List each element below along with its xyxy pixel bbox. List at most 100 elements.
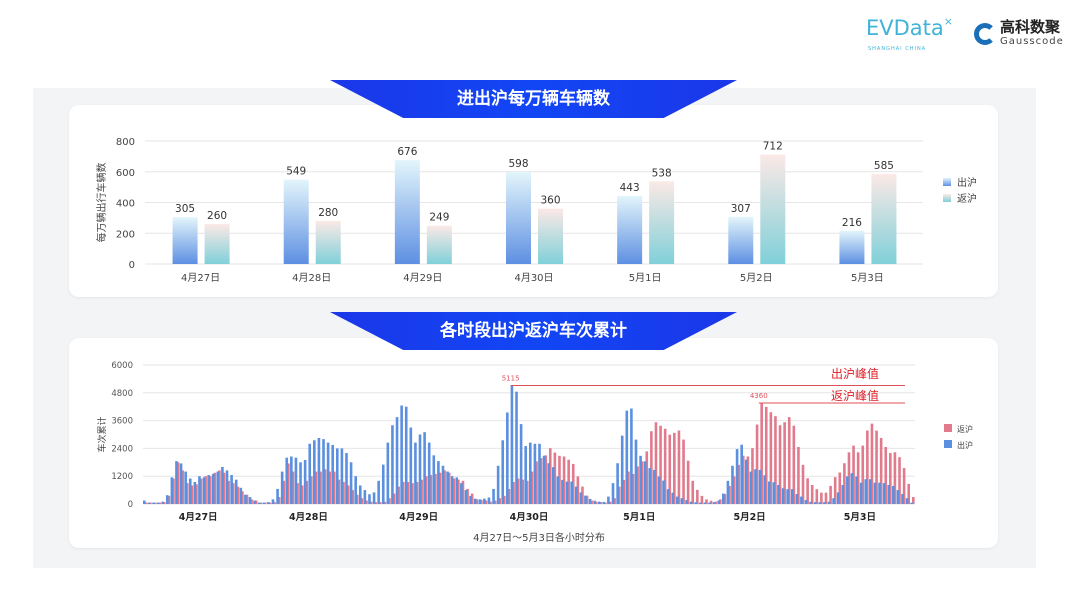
daily-chart-card: 0 200 400 600 800 每万辆出行车辆数 4月27日 305 260 4月28日 549… — [69, 105, 998, 297]
hourly-bar-out — [216, 471, 220, 504]
hourly-bar-return — [640, 461, 644, 504]
bar-return — [649, 181, 675, 264]
hourly-bar-out — [404, 406, 408, 504]
evdata-logo-main: EVData× — [866, 16, 953, 40]
hourly-bar-return — [287, 463, 290, 504]
hourly-bar-out — [294, 457, 298, 504]
hourly-bar-out — [230, 475, 233, 504]
hourly-bar-return — [452, 478, 456, 504]
hourly-bar-out — [345, 453, 348, 504]
hourly-bar-return — [719, 499, 722, 504]
hourly-bar-out — [414, 442, 417, 504]
hourly-bar-return — [489, 501, 492, 504]
hourly-bar-out — [910, 502, 914, 504]
hourly-bar-out — [740, 444, 743, 504]
hourly-bar-out — [427, 442, 431, 504]
chart-title-banner-2: 各时段出沪返沪车次累计 — [330, 312, 737, 350]
hourly-bar-return — [700, 495, 704, 504]
hourly-bar-return — [539, 458, 543, 504]
data-label: 598 — [508, 158, 528, 170]
hourly-bar-out — [809, 501, 812, 504]
hourly-bar-out — [584, 495, 587, 504]
hourly-bar-return — [810, 485, 814, 504]
hourly-bar-out — [722, 493, 725, 504]
hourly-bar-out — [455, 477, 459, 504]
hourly-bar-out — [749, 471, 753, 504]
hourly-bar-return — [438, 472, 442, 504]
hourly-bar-return — [388, 498, 391, 504]
hourly-bar-out — [175, 461, 178, 504]
hourly-bar-out — [464, 490, 468, 504]
hourly-bar-out — [372, 492, 376, 504]
legend-swatch — [943, 194, 951, 202]
hourly-bar-out — [533, 443, 537, 504]
hourly-bar-out — [331, 444, 335, 504]
hourly-bar-return — [783, 422, 786, 504]
daily-bar-chart: 0 200 400 600 800 每万辆出行车辆数 4月27日 305 260 4月28日 549… — [95, 137, 977, 284]
bar-return — [871, 174, 897, 264]
bar-out — [172, 217, 198, 264]
hourly-bar-return — [852, 445, 855, 504]
hourly-bar-return — [884, 447, 888, 504]
data-label: 216 — [842, 217, 862, 229]
hourly-bar-out — [653, 469, 656, 504]
hourly-bar-return — [204, 476, 207, 504]
hourly-bar-return — [654, 422, 658, 504]
evdata-logo-x-mark: × — [943, 15, 953, 28]
hourly-bar-out — [170, 477, 174, 504]
hourly-bar-return — [866, 430, 869, 504]
hourly-bar-out — [290, 456, 293, 504]
hourly-bar-return — [507, 488, 511, 504]
hourly-bar-out — [483, 498, 486, 504]
chart-title-banner-1: 进出沪每万辆车辆数 — [330, 80, 737, 118]
hourly-bar-out — [547, 463, 550, 504]
hourly-bar-out — [349, 462, 353, 504]
hourly-bar-out — [630, 408, 633, 504]
hourly-bar-out — [639, 455, 642, 504]
legend-label: 返沪 — [957, 192, 977, 205]
hourly-bar-out — [400, 405, 403, 504]
hourly-bar-out — [620, 435, 624, 504]
hourly-bar-out — [234, 479, 238, 504]
hourly-bar-return — [498, 498, 502, 504]
bar-return — [315, 220, 341, 264]
hourly-bar-return — [732, 476, 736, 504]
hourly-bar-out — [657, 476, 661, 504]
hourly-bar-out — [322, 439, 325, 504]
data-label: 260 — [207, 210, 227, 222]
hourly-bar-return — [480, 499, 483, 504]
hourly-bar-return — [447, 472, 451, 504]
hourly-bar-return — [604, 502, 607, 504]
hourly-bar-out — [832, 498, 835, 504]
x-axis-label: 4月27日～5月3日各小时分布 — [473, 531, 605, 544]
hourly-bar-return — [792, 425, 796, 504]
x-tick-label: 4月29日 — [399, 512, 438, 523]
hourly-bar-out — [469, 495, 472, 504]
hourly-bar-out — [827, 501, 831, 504]
hourly-bar-return — [544, 455, 547, 504]
hourly-bar-return — [705, 499, 708, 504]
hourly-bar-out — [735, 449, 739, 504]
hourly-bar-out — [878, 482, 881, 504]
hourly-bar-out — [478, 499, 482, 504]
hourly-bar-return — [530, 471, 534, 504]
hourly-bar-out — [800, 496, 803, 504]
hourly-bar-out — [280, 471, 284, 504]
hourly-bar-return — [801, 464, 805, 504]
hourly-bar-return — [319, 471, 322, 504]
hourly-bar-out — [662, 480, 665, 504]
hourly-bar-out — [726, 480, 730, 504]
hourly-bar-out — [859, 482, 863, 504]
hourly-bar-out — [257, 502, 261, 504]
hourly-bar-out — [689, 501, 693, 504]
legend-label: 出沪 — [957, 176, 977, 189]
hourly-bar-out — [597, 501, 601, 504]
hourly-bar-out — [744, 459, 748, 504]
hourly-bar-out — [395, 417, 399, 504]
hourly-bar-return — [158, 502, 161, 504]
hourly-bar-out — [896, 490, 900, 504]
hourly-bar-out — [699, 502, 702, 504]
hourly-bar-return — [360, 498, 364, 504]
hourly-bar-out — [391, 425, 394, 504]
x-tick-label: 4月30日 — [514, 272, 553, 284]
